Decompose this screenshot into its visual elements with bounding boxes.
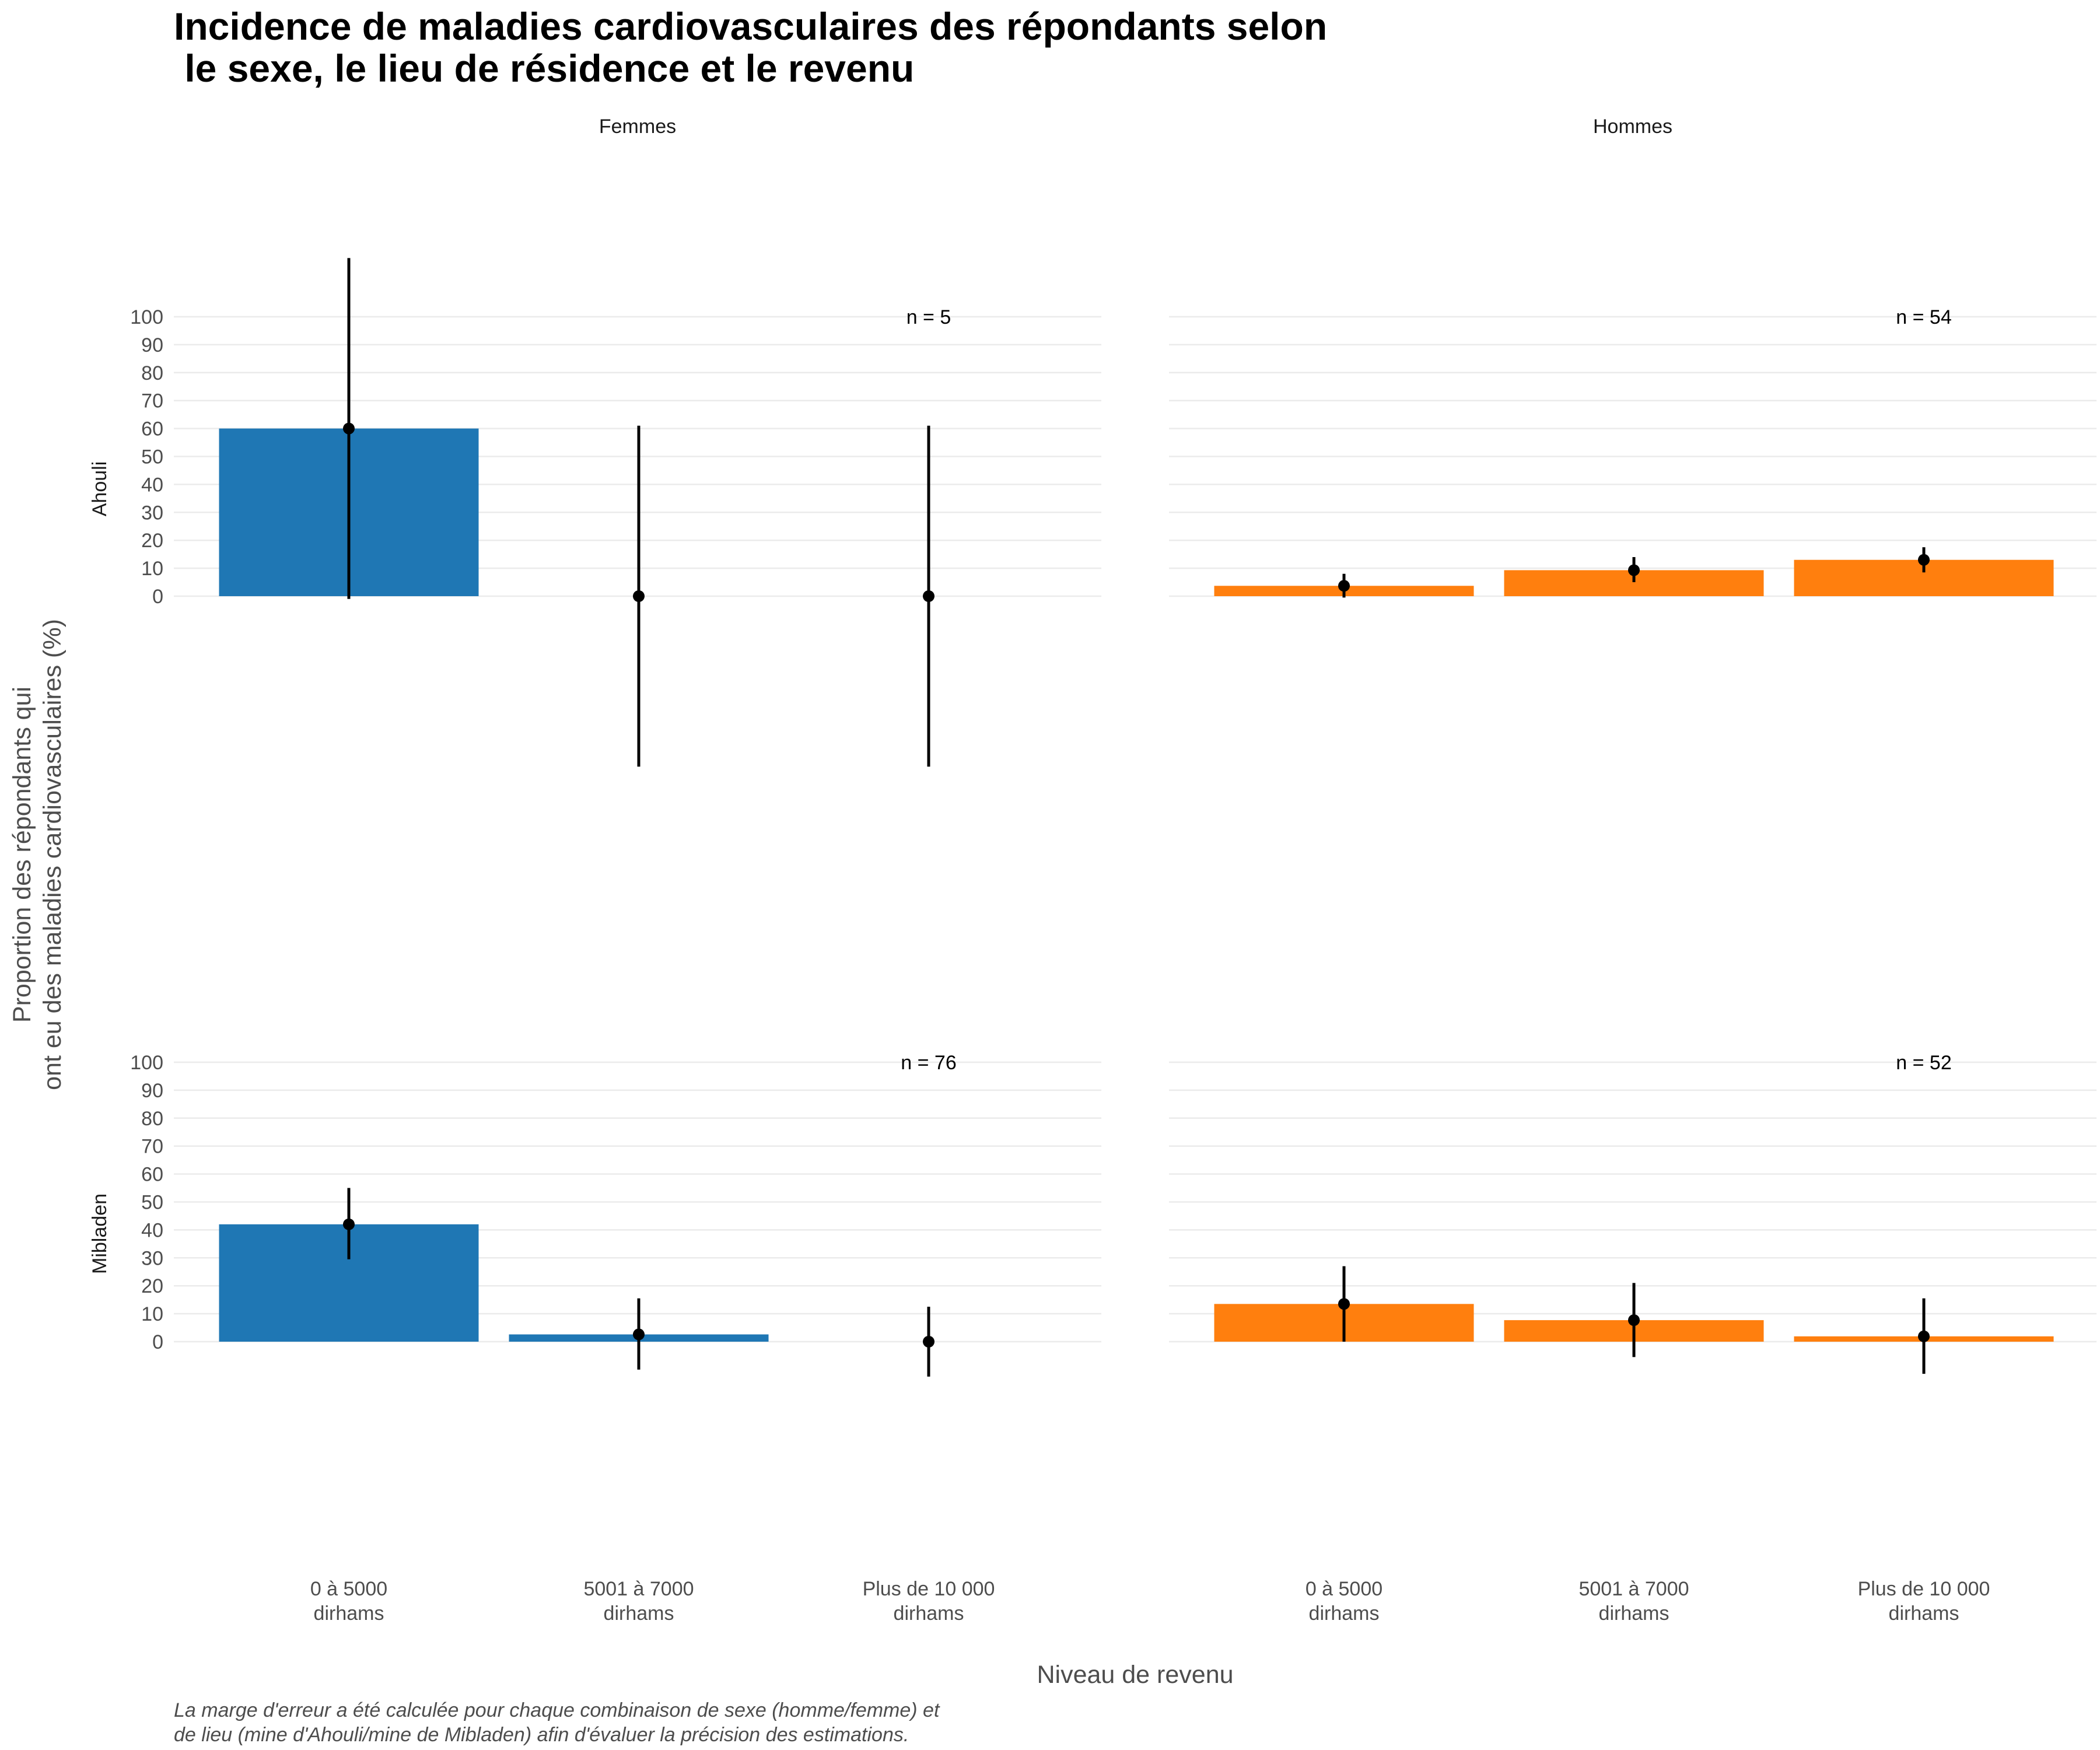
facet-strip-ahouli: Ahouli	[89, 461, 111, 517]
n-label-mibladen-femmes: n = 76	[901, 1052, 956, 1074]
y-tick-label-mibladen-femmes: 10	[141, 1303, 163, 1325]
y-tick-label-mibladen-femmes: 70	[141, 1136, 163, 1158]
point-ahouli-hommes-1	[1628, 564, 1640, 576]
x-axis-title: Niveau de revenu	[1037, 1661, 1233, 1689]
y-tick-label-ahouli-femmes: 40	[141, 474, 163, 496]
facet-panels: 0 10 20 30 40 50 60 70 80 90 100 n = 5 n = 54 0 10 20 30…	[130, 258, 2096, 1625]
x-tick-label-femmes: dirhams	[894, 1602, 964, 1625]
point-ahouli-femmes-1	[633, 590, 645, 602]
facet-strip-mibladen: Mibladen	[89, 1194, 111, 1274]
point-ahouli-femmes-2	[923, 590, 935, 602]
panel-ahouli-hommes: n = 54	[1169, 306, 2096, 598]
x-tick-label-hommes: Plus de 10 000	[1858, 1578, 1990, 1600]
y-tick-label-mibladen-femmes: 40	[141, 1219, 163, 1241]
x-tick-label-femmes: dirhams	[604, 1602, 674, 1625]
x-tick-label-hommes: 0 à 5000	[1306, 1578, 1382, 1600]
chart-title-line-2: le sexe, le lieu de résidence et le reve…	[174, 47, 914, 90]
n-label-mibladen-hommes: n = 52	[1896, 1052, 1951, 1074]
y-tick-label-ahouli-femmes: 30	[141, 502, 163, 524]
panel-ahouli-femmes: 0 10 20 30 40 50 60 70 80 90 100 n = 5	[130, 258, 1101, 767]
x-tick-label-femmes: Plus de 10 000	[863, 1578, 995, 1600]
y-axis-title-line-2: ont eu des maladies cardiovasculaires (%…	[38, 619, 66, 1090]
y-tick-label-mibladen-femmes: 0	[152, 1331, 163, 1353]
y-tick-label-ahouli-femmes: 70	[141, 390, 163, 412]
point-mibladen-femmes-0	[343, 1218, 355, 1230]
y-tick-label-mibladen-femmes: 30	[141, 1247, 163, 1269]
y-tick-label-mibladen-femmes: 50	[141, 1192, 163, 1214]
y-tick-label-ahouli-femmes: 20	[141, 530, 163, 552]
x-tick-label-hommes: dirhams	[1889, 1602, 1959, 1625]
x-tick-label-hommes: dirhams	[1599, 1602, 1670, 1625]
point-ahouli-hommes-2	[1918, 554, 1930, 566]
point-mibladen-femmes-2	[923, 1336, 935, 1348]
y-tick-label-mibladen-femmes: 90	[141, 1080, 163, 1102]
y-tick-label-ahouli-femmes: 50	[141, 446, 163, 468]
y-tick-label-ahouli-femmes: 10	[141, 558, 163, 580]
y-tick-label-ahouli-femmes: 60	[141, 418, 163, 440]
y-tick-label-ahouli-femmes: 100	[130, 306, 163, 328]
chart-title-line-1: Incidence de maladies cardiovasculaires …	[174, 5, 1327, 48]
y-tick-label-ahouli-femmes: 90	[141, 334, 163, 356]
x-tick-label-hommes: 5001 à 7000	[1578, 1578, 1689, 1600]
y-tick-label-ahouli-femmes: 0	[152, 586, 163, 608]
point-ahouli-femmes-0	[343, 422, 355, 435]
facet-strip-hommes: Hommes	[1593, 116, 1672, 138]
x-tick-label-femmes: 5001 à 7000	[583, 1578, 694, 1600]
point-mibladen-hommes-2	[1918, 1330, 1930, 1342]
point-mibladen-femmes-1	[633, 1328, 645, 1340]
y-axis-title-line-1: Proportion des répondants qui	[8, 687, 36, 1023]
y-tick-label-mibladen-femmes: 100	[130, 1052, 163, 1074]
y-tick-label-mibladen-femmes: 20	[141, 1275, 163, 1297]
n-label-ahouli-hommes: n = 54	[1896, 306, 1951, 328]
caption-line-1: La marge d'erreur a été calculée pour ch…	[174, 1699, 940, 1721]
y-tick-label-ahouli-femmes: 80	[141, 362, 163, 384]
point-ahouli-hommes-0	[1338, 580, 1350, 592]
facet-strip-femmes: Femmes	[599, 116, 676, 138]
caption-line-2: de lieu (mine d'Ahouli/mine de Mibladen)…	[174, 1724, 909, 1746]
x-tick-label-hommes: dirhams	[1309, 1602, 1380, 1625]
point-mibladen-hommes-0	[1338, 1298, 1350, 1310]
point-mibladen-hommes-1	[1628, 1314, 1640, 1326]
y-tick-label-mibladen-femmes: 80	[141, 1108, 163, 1130]
x-tick-label-femmes: 0 à 5000	[310, 1578, 387, 1600]
x-tick-label-femmes: dirhams	[314, 1602, 384, 1625]
y-tick-label-mibladen-femmes: 60	[141, 1164, 163, 1186]
n-label-ahouli-femmes: n = 5	[907, 306, 951, 328]
